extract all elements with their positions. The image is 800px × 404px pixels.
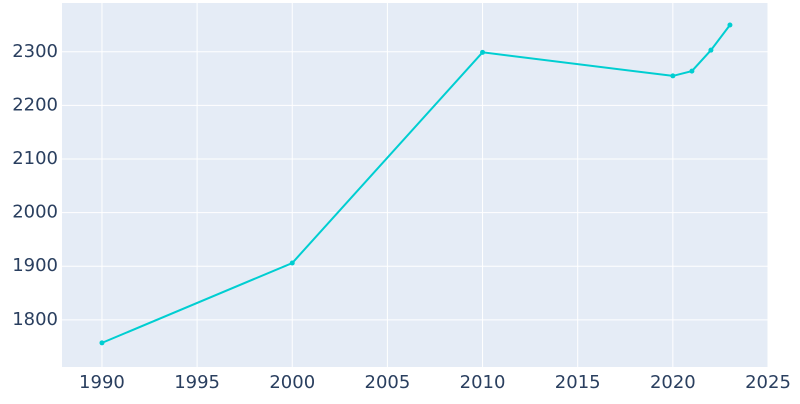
y-tick-label: 2100 xyxy=(12,148,58,169)
data-point xyxy=(708,47,714,53)
x-tick-label: 2025 xyxy=(745,372,791,393)
x-tick-label: 2020 xyxy=(650,372,696,393)
x-tick-label: 1990 xyxy=(79,372,125,393)
data-point xyxy=(689,68,695,74)
data-point xyxy=(670,73,676,79)
data-point xyxy=(480,49,486,55)
x-tick-label: 2005 xyxy=(365,372,411,393)
y-tick-label: 2300 xyxy=(12,41,58,62)
data-point xyxy=(99,340,105,346)
data-point xyxy=(289,260,295,266)
y-tick-label: 2200 xyxy=(12,94,58,115)
x-tick-label: 1995 xyxy=(174,372,220,393)
y-tick-label: 1800 xyxy=(12,309,58,330)
y-tick-label: 1900 xyxy=(12,255,58,276)
data-point xyxy=(727,22,733,28)
x-tick-label: 2000 xyxy=(269,372,315,393)
y-tick-label: 2000 xyxy=(12,202,58,223)
x-tick-label: 2015 xyxy=(555,372,601,393)
plot-area xyxy=(62,3,768,367)
x-tick-label: 2010 xyxy=(460,372,506,393)
